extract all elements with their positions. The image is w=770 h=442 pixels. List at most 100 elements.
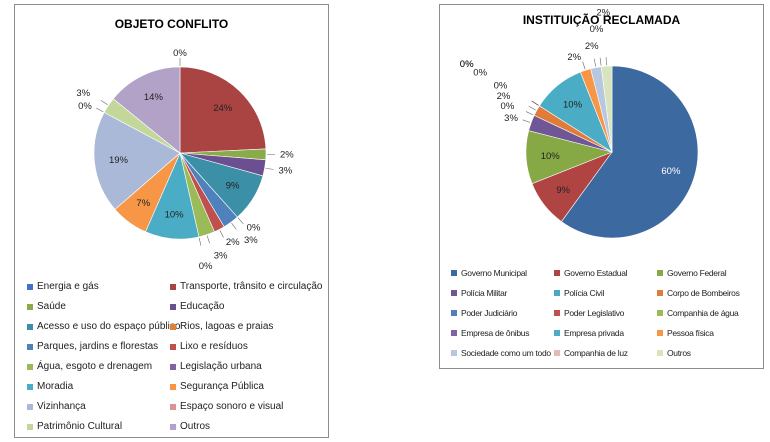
data-label: 3% — [278, 165, 292, 176]
chart-title: INSTITUIÇÃO RECLAMADA — [522, 13, 681, 27]
leader-line — [100, 100, 108, 106]
legend-swatch — [170, 303, 176, 310]
legend-label: Empresa de ônibus — [461, 328, 530, 338]
chart-panel-objeto-conflito: OBJETO CONFLITO 0% 24% 2% 3% 9% 0% 3% 2% 3% 0% 10%… — [14, 4, 329, 438]
legend-label: Parques, jardins e florestas — [37, 341, 159, 352]
legend-swatch — [170, 363, 176, 370]
pie-chart-instituicao-reclamada: 60%9%10%3%0%2%0%0%0%0%10%2%2%0%2% — [460, 7, 699, 239]
legend-item-corpo-de-bombeiros: Corpo de Bombeiros — [657, 288, 740, 298]
legend-swatch — [451, 350, 457, 356]
legend-item-governo-municipal: Governo Municipal — [451, 268, 527, 278]
leader-line — [599, 57, 602, 66]
data-label: 9% — [556, 185, 570, 196]
data-label: 0% — [460, 59, 474, 70]
legend-label: Lixo e resíduos — [180, 341, 248, 352]
legend-item-seguranca-publica: Segurança Pública — [170, 381, 264, 392]
leader-line — [522, 119, 531, 123]
legend-swatch — [657, 330, 663, 336]
leader-line — [528, 105, 536, 111]
legend-item-outros: Outros — [170, 421, 210, 432]
legend-item-rios-lagoas-e-praias: Rios, lagoas e praias — [170, 321, 273, 332]
leader-line — [605, 57, 607, 66]
legend-swatch — [170, 283, 176, 290]
data-label: 3% — [244, 235, 258, 246]
legend-swatch — [27, 303, 33, 310]
data-label: 0% — [460, 59, 474, 70]
legend-item-legislacao-urbana: Legislação urbana — [170, 361, 262, 372]
legend-swatch — [27, 283, 33, 290]
legend-swatch — [170, 323, 176, 330]
data-label: 2% — [226, 237, 240, 248]
chart-panel-instituicao-reclamada: INSTITUIÇÃO RECLAMADA 60% 9% 10% 3% 0% 2% 0% 0%… — [439, 4, 764, 369]
legend-label: Companhia de luz — [564, 348, 628, 358]
legend-swatch — [657, 270, 663, 276]
legend-label: Transporte, trânsito e circulação — [180, 281, 323, 292]
leader-line — [531, 100, 539, 106]
data-label: 0% — [199, 261, 213, 272]
legend-item-lixo-e-residuos: Lixo e resíduos — [170, 341, 248, 352]
data-label: 2% — [497, 91, 511, 102]
legend-item-energia-e-gas: Energia e gás — [27, 281, 99, 292]
legend-label: Polícia Militar — [461, 288, 508, 298]
leader-line — [231, 222, 237, 230]
legend-swatch — [657, 310, 663, 316]
legend-label: Corpo de Bombeiros — [667, 288, 740, 298]
legend-item-governo-estadual: Governo Estadual — [554, 268, 628, 278]
data-label: 0% — [247, 223, 261, 234]
pie-slice-transporte-transito-e-circulacao — [179, 66, 267, 154]
legend-swatch — [170, 403, 176, 410]
legend-label: Água, esgoto e drenagem — [37, 361, 153, 372]
legend-item-transporte-transito-e-circulacao: Transporte, trânsito e circulação — [170, 281, 322, 292]
data-label: 0% — [590, 24, 604, 35]
legend-swatch — [170, 423, 176, 430]
legend-label: Patrimônio Cultural — [37, 421, 123, 432]
leader-line — [96, 107, 104, 113]
data-label: 19% — [109, 155, 129, 166]
legend-label: Governo Municipal — [461, 268, 527, 278]
legend-label: Acesso e uso do espaço público — [37, 321, 181, 332]
data-label: 3% — [214, 251, 228, 262]
legend-item-agua-esgoto-e-drenagem: Água, esgoto e drenagem — [27, 361, 152, 372]
legend-swatch — [451, 330, 457, 336]
legend-swatch — [451, 290, 457, 296]
data-label: 0% — [494, 81, 508, 92]
legend-item-poder-judiciario: Poder Judiciário — [451, 308, 517, 318]
legend-swatch — [170, 383, 176, 390]
data-label: 9% — [226, 181, 240, 192]
legend-item-governo-federal: Governo Federal — [657, 268, 727, 278]
data-label: 10% — [165, 210, 185, 221]
legend-label: Segurança Pública — [180, 381, 264, 392]
legend-label: Governo Federal — [667, 268, 727, 278]
legend-label: Pessoa física — [667, 328, 714, 338]
data-label: 0% — [501, 101, 515, 112]
pie-slice-vizinhanca — [93, 111, 181, 210]
legend-label: Empresa privada — [564, 328, 624, 338]
legend-label: Governo Estadual — [564, 268, 628, 278]
legend-swatch — [27, 403, 33, 410]
legend-item-empresa-de-onibus: Empresa de ônibus — [451, 328, 529, 338]
pie-slice-outros — [600, 65, 613, 153]
legend-item-parques-jardins-e-florestas: Parques, jardins e florestas — [27, 341, 158, 352]
legend-label: Poder Judiciário — [461, 308, 518, 318]
legend-item-saude: Saúde — [27, 301, 66, 312]
legend-swatch — [27, 363, 33, 370]
legend-swatch — [554, 350, 560, 356]
legend-item-sociedade-como-um-todo: Sociedade como um todo — [451, 348, 551, 358]
legend-swatch — [554, 310, 560, 316]
legend-label: Moradia — [37, 381, 74, 392]
legend-swatch — [170, 343, 176, 350]
legend-label: Sociedade como um todo — [461, 348, 551, 358]
legend-item-outros: Outros — [657, 348, 691, 358]
data-label: 24% — [213, 103, 233, 114]
data-label: 0% — [173, 48, 187, 59]
legend-label: Saúde — [37, 301, 66, 312]
legend-item-policia-civil: Polícia Civil — [554, 288, 604, 298]
legend-swatch — [451, 270, 457, 276]
data-label: 2% — [596, 7, 610, 18]
legend-swatch — [27, 343, 33, 350]
data-label: 10% — [541, 151, 561, 162]
legend-swatch — [554, 290, 560, 296]
legend-swatch — [657, 350, 663, 356]
legend-swatch — [27, 423, 33, 430]
legend-item-vizinhanca: Vizinhança — [27, 401, 86, 412]
